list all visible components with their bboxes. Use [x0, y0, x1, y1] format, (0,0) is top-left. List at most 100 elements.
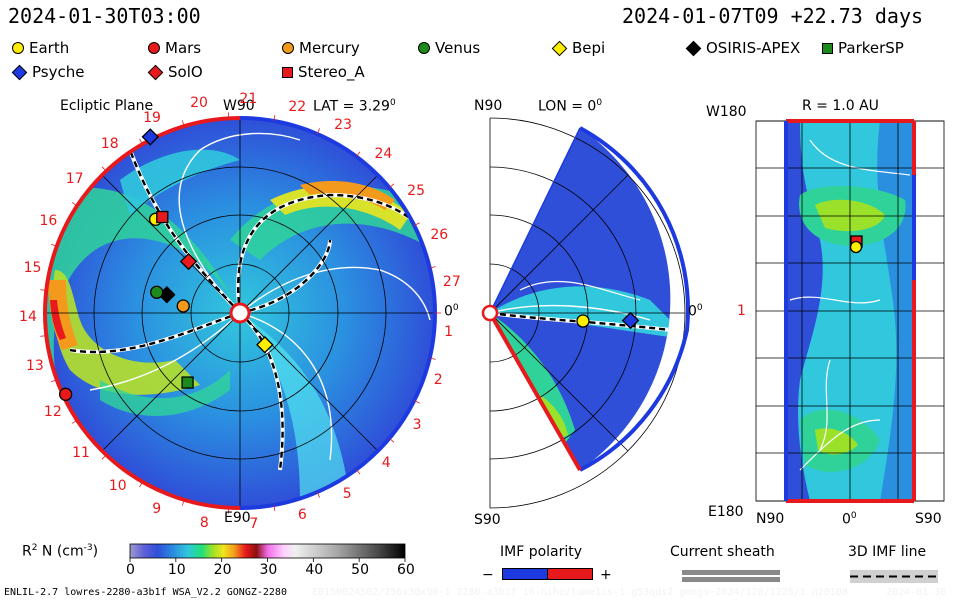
carrington-day-17: 17 — [65, 170, 84, 187]
stereo-a-marker — [156, 210, 169, 224]
imf-plus-label: + — [600, 567, 612, 583]
carrington-day-2: 2 — [433, 372, 443, 389]
mars-marker — [58, 387, 73, 401]
imf-negative-swatch — [502, 568, 548, 580]
ecliptic-panel — [43, 116, 438, 510]
carrington-day-7: 7 — [249, 516, 259, 533]
legend-label: Mars — [165, 39, 202, 57]
carrington-day-3: 3 — [412, 416, 422, 433]
carrington-day-18: 18 — [100, 136, 119, 153]
legend-item-bepi: Bepi — [551, 39, 605, 57]
legend-item-parkersp: ParkerSP — [822, 39, 904, 57]
imf-line-swatch — [850, 570, 938, 583]
carrington-day-11: 11 — [72, 444, 90, 461]
day-tick — [316, 491, 320, 498]
colorbar-tick-label: 60 — [397, 562, 415, 578]
legend-item-psyche: Psyche — [11, 63, 84, 81]
simulation-time: 2024-01-30T03:00 — [8, 4, 201, 28]
legend-label: OSIRIS-APEX — [706, 39, 801, 57]
colorbar-tick-label: 30 — [259, 562, 278, 578]
meridional-bottom-label: S90 — [474, 512, 501, 528]
legend-label: ParkerSP — [838, 39, 904, 57]
psyche-marker-meridional — [621, 311, 640, 330]
radial-w180-label: W180 — [706, 104, 747, 120]
day-tick — [181, 499, 185, 506]
day-tick — [414, 400, 420, 404]
carrington-day-5: 5 — [342, 485, 352, 502]
colorbar-tick-label: 0 — [126, 562, 135, 578]
legend-item-mercury: Mercury — [282, 39, 360, 57]
carrington-day-19: 19 — [143, 110, 161, 127]
imf-minus-label: − — [482, 567, 494, 583]
day-tick — [50, 243, 57, 247]
legend-label: Mercury — [299, 39, 360, 57]
ecliptic-bottom-label: E90 — [224, 510, 251, 526]
current-sheath-swatch — [682, 570, 780, 582]
ecliptic-top-label: W90 — [223, 98, 255, 114]
carrington-day-23: 23 — [334, 117, 352, 134]
day-tick — [429, 266, 436, 269]
day-tick — [40, 289, 47, 291]
venus-marker — [150, 285, 164, 299]
current-sheath-title: Current sheath — [670, 544, 775, 560]
circle-marker-icon — [12, 42, 24, 54]
day-tick — [273, 504, 276, 512]
carrington-day-26: 26 — [430, 226, 449, 243]
carrington-day-24: 24 — [374, 145, 393, 162]
day-tick — [40, 335, 47, 337]
carrington-day-4: 4 — [381, 455, 391, 472]
carrington-day-6: 6 — [297, 506, 307, 523]
bepi-marker — [256, 336, 274, 354]
circle-marker-icon — [282, 42, 294, 54]
circle-marker-icon — [418, 42, 430, 54]
radial-panel — [755, 119, 945, 503]
radial-title: R = 1.0 AU — [802, 98, 879, 114]
ecliptic-right-label: 00 — [444, 303, 459, 320]
day-tick — [139, 481, 143, 488]
mercury-marker — [176, 299, 190, 313]
day-tick — [356, 151, 361, 157]
ecliptic-lat-label: LAT = 3.290 — [313, 98, 396, 115]
day-tick — [71, 419, 78, 424]
carrington-day-22: 22 — [288, 98, 307, 115]
legend-item-mars: Mars — [148, 39, 201, 57]
square-marker-icon — [822, 42, 833, 54]
day-tick — [181, 120, 185, 127]
psyche-marker — [141, 128, 159, 146]
imf-line-title: 3D IMF line — [848, 544, 927, 560]
day-tick — [356, 469, 361, 475]
radial-zero-label: 00 — [842, 511, 857, 528]
legend-item-osiris-apex: OSIRIS-APEX — [685, 39, 801, 57]
legend-item-venus: Venus — [418, 39, 480, 57]
legend-label: SolO — [168, 63, 203, 81]
legend-label: Venus — [435, 39, 481, 57]
meridional-lon-label: LON = 00 — [538, 98, 603, 115]
run-start-time: 2024-01-07T09 +22.73 days — [622, 4, 924, 28]
day-tick — [101, 166, 107, 172]
carrington-day-25: 25 — [407, 182, 425, 199]
colorbar-tick-label: 40 — [305, 562, 324, 578]
radial-mid-label: 1 — [737, 303, 746, 319]
legend-label: Earth — [29, 39, 70, 57]
day-tick — [101, 454, 107, 460]
carrington-day-21: 21 — [239, 91, 258, 108]
carrington-day-9: 9 — [152, 501, 162, 518]
radial-n90-label: N90 — [756, 511, 785, 527]
colorbar-label: R2 N (cm-3) — [22, 543, 99, 560]
colorbar-tick-label: 20 — [213, 562, 232, 578]
legend-label: Stereo_A — [298, 63, 365, 81]
carrington-day-12: 12 — [43, 403, 62, 420]
footer-model-info: ENLIL-2.7 lowres-2280-a3b1f WSA_V2.2 GON… — [4, 587, 287, 598]
legend-item-earth: Earth — [12, 39, 69, 57]
carrington-day-27: 27 — [442, 274, 461, 291]
imf-positive-swatch — [547, 568, 593, 580]
day-tick — [414, 222, 420, 226]
carrington-day-10: 10 — [108, 477, 127, 494]
colorbar-tick-label: 10 — [167, 562, 186, 578]
meridional-right-label: 00 — [688, 303, 703, 320]
parkersp-marker — [181, 376, 194, 389]
footer-date: 2024-01-30 — [886, 587, 947, 598]
legend-item-stereo-a: Stereo_A — [282, 63, 365, 81]
legend-item-solo: SolO — [147, 63, 203, 81]
